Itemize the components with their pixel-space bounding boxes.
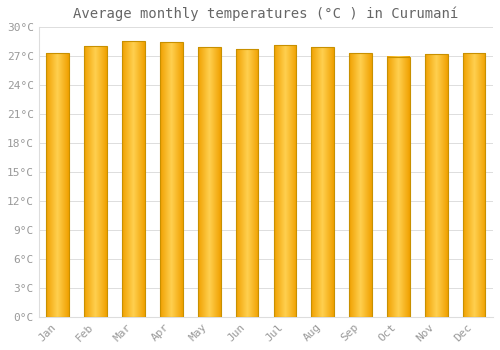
Bar: [349, 53, 372, 317]
Bar: [425, 54, 448, 317]
Title: Average monthly temperatures (°C ) in Curumaní: Average monthly temperatures (°C ) in Cu…: [74, 7, 458, 21]
Bar: [122, 41, 145, 317]
Bar: [463, 53, 485, 317]
Bar: [236, 49, 258, 317]
Bar: [46, 53, 69, 317]
Bar: [160, 42, 182, 317]
Bar: [84, 46, 107, 317]
Bar: [387, 57, 410, 317]
Bar: [312, 47, 334, 317]
Bar: [274, 45, 296, 317]
Bar: [198, 47, 220, 317]
